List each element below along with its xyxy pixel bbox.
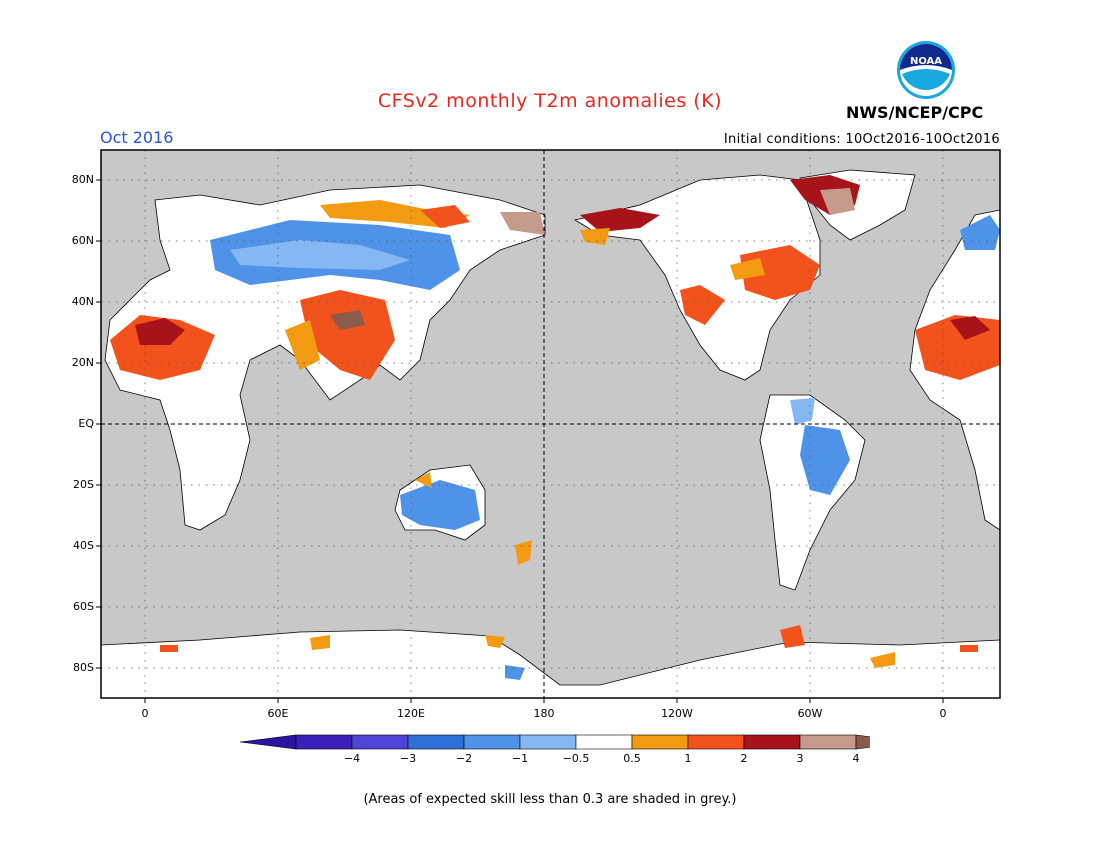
anomaly-patches (110, 175, 1000, 680)
initial-conditions: Initial conditions: 10Oct2016-10Oct2016 (723, 132, 1000, 147)
noaa-logo: NOAA (897, 41, 955, 99)
colorbar-label: 0.5 (623, 752, 641, 765)
lon-tick-0-west: 0 (141, 707, 149, 720)
lat-tick-80s: 80S (73, 661, 94, 674)
colorbar-label: −2 (455, 752, 473, 765)
colorbar-label: −4 (343, 752, 361, 765)
lon-tick-120w: 120W (661, 707, 693, 720)
colorbar-over-arrow (855, 734, 870, 750)
colorbar-label: 4 (852, 752, 860, 765)
lat-tick-eq: EQ (78, 417, 94, 430)
colorbar-label: −0.5 (562, 752, 590, 765)
lon-tick-180: 180 (533, 707, 555, 720)
colorbar-under-arrow (239, 734, 297, 750)
colorbar-swatch (407, 734, 465, 750)
colorbar-swatch (799, 734, 857, 750)
colorbar-swatch (743, 734, 801, 750)
colorbar-swatch (631, 734, 689, 750)
lat-tick-80n: 80N (71, 173, 94, 186)
logo-text: NOAA (910, 56, 942, 67)
forecast-month: Oct 2016 (100, 128, 174, 147)
lat-tick-40n: 40N (71, 295, 94, 308)
colorbar-swatch (519, 734, 577, 750)
colorbar (239, 734, 870, 750)
colorbar-swatch (351, 734, 409, 750)
colorbar-label: −3 (399, 752, 417, 765)
colorbar-label: 3 (796, 752, 804, 765)
lat-tick-20n: 20N (71, 356, 94, 369)
colorbar-label: 1 (684, 752, 692, 765)
lon-tick-60e: 60E (267, 707, 289, 720)
lat-tick-40s: 40S (73, 539, 94, 552)
footnote: (Areas of expected skill less than 0.3 a… (363, 792, 737, 807)
colorbar-swatch (295, 734, 353, 750)
chart-title: CFSv2 monthly T2m anomalies (K) (377, 90, 723, 112)
colorbar-swatch (463, 734, 521, 750)
colorbar-label: −1 (511, 752, 529, 765)
grid-lines (101, 150, 1000, 698)
lat-tick-60s: 60S (73, 600, 94, 613)
agency-label: NWS/NCEP/CPC (846, 103, 984, 122)
lon-tick-120e: 120E (397, 707, 425, 720)
lat-tick-60n: 60N (71, 234, 94, 247)
equator-dateline (101, 150, 1000, 698)
colorbar-swatch (575, 734, 633, 750)
lon-tick-60w: 60W (797, 707, 823, 720)
colorbar-label: 2 (740, 752, 748, 765)
lat-tick-20s: 20S (73, 478, 94, 491)
lon-tick-0-east: 0 (939, 707, 947, 720)
axis-ticks (96, 179, 944, 703)
colorbar-swatch (687, 734, 745, 750)
